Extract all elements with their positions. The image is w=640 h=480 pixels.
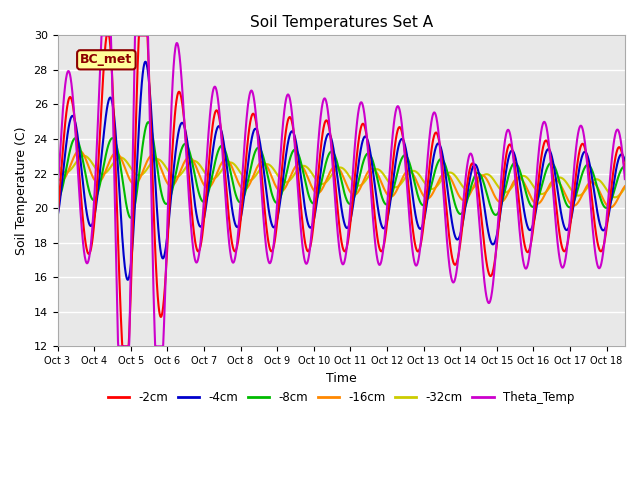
-2cm bbox=[501, 162, 509, 168]
-32cm bbox=[330, 169, 337, 175]
Theta_Temp bbox=[501, 139, 509, 144]
-16cm bbox=[83, 159, 91, 165]
-4cm bbox=[605, 212, 612, 218]
-16cm bbox=[500, 196, 508, 202]
-8cm bbox=[83, 176, 90, 182]
-2cm bbox=[605, 208, 612, 214]
Line: -32cm: -32cm bbox=[58, 156, 625, 197]
Line: -8cm: -8cm bbox=[58, 122, 625, 218]
Text: BC_met: BC_met bbox=[80, 53, 132, 66]
Theta_Temp bbox=[605, 188, 613, 193]
-32cm bbox=[80, 153, 88, 159]
Theta_Temp bbox=[115, 344, 122, 349]
-4cm bbox=[605, 210, 613, 216]
-16cm bbox=[54, 175, 61, 180]
-4cm bbox=[621, 158, 628, 164]
-32cm bbox=[83, 154, 91, 160]
Theta_Temp bbox=[315, 132, 323, 138]
-2cm bbox=[118, 344, 126, 349]
-2cm bbox=[83, 245, 90, 251]
-16cm bbox=[315, 190, 323, 196]
-4cm bbox=[124, 277, 131, 283]
-2cm bbox=[54, 215, 61, 220]
Theta_Temp bbox=[83, 260, 90, 266]
-16cm bbox=[605, 204, 612, 210]
Line: -16cm: -16cm bbox=[58, 151, 625, 207]
-16cm bbox=[605, 204, 612, 210]
-8cm bbox=[621, 164, 628, 169]
-2cm bbox=[621, 168, 628, 173]
-8cm bbox=[605, 203, 612, 209]
-8cm bbox=[54, 196, 61, 202]
-4cm bbox=[141, 59, 149, 65]
-8cm bbox=[605, 203, 613, 208]
-32cm bbox=[621, 185, 628, 191]
-4cm bbox=[330, 149, 338, 155]
-32cm bbox=[54, 162, 61, 168]
-16cm bbox=[330, 164, 337, 170]
-4cm bbox=[501, 177, 509, 182]
Line: Theta_Temp: Theta_Temp bbox=[58, 36, 625, 347]
-8cm bbox=[501, 188, 509, 194]
-2cm bbox=[605, 205, 613, 211]
-4cm bbox=[83, 208, 90, 214]
Line: -2cm: -2cm bbox=[58, 36, 625, 347]
X-axis label: Time: Time bbox=[326, 372, 356, 384]
Theta_Temp bbox=[54, 190, 61, 196]
Theta_Temp bbox=[605, 191, 612, 197]
Theta_Temp bbox=[621, 176, 628, 182]
-2cm bbox=[330, 166, 338, 172]
Theta_Temp bbox=[330, 181, 338, 187]
-8cm bbox=[127, 215, 134, 221]
-32cm bbox=[605, 190, 612, 195]
Line: -4cm: -4cm bbox=[58, 62, 625, 280]
-2cm bbox=[103, 33, 111, 38]
-4cm bbox=[54, 214, 61, 219]
-16cm bbox=[621, 183, 628, 189]
-32cm bbox=[500, 189, 508, 195]
Theta_Temp bbox=[98, 33, 106, 38]
-16cm bbox=[76, 148, 83, 154]
Y-axis label: Soil Temperature (C): Soil Temperature (C) bbox=[15, 127, 28, 255]
-32cm bbox=[605, 189, 612, 195]
-8cm bbox=[330, 151, 338, 156]
-16cm bbox=[607, 204, 614, 210]
-32cm bbox=[611, 194, 619, 200]
Legend: -2cm, -4cm, -8cm, -16cm, -32cm, Theta_Temp: -2cm, -4cm, -8cm, -16cm, -32cm, Theta_Te… bbox=[103, 386, 579, 409]
Title: Soil Temperatures Set A: Soil Temperatures Set A bbox=[250, 15, 433, 30]
-32cm bbox=[315, 180, 323, 185]
-4cm bbox=[315, 183, 323, 189]
-8cm bbox=[315, 190, 323, 195]
-2cm bbox=[315, 164, 323, 170]
-8cm bbox=[145, 119, 152, 125]
